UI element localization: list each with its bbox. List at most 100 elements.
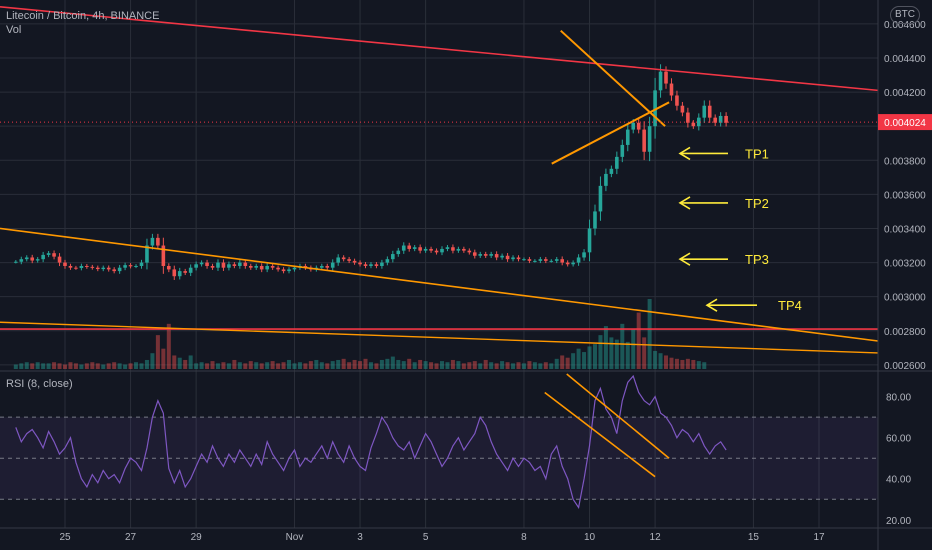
candle-body	[232, 264, 237, 266]
candle-body	[445, 247, 450, 249]
price-tick-label: 0.004400	[884, 54, 926, 65]
volume-bar	[254, 362, 259, 369]
candle-body	[101, 267, 106, 270]
candle-body	[456, 248, 461, 251]
volume-bar	[576, 348, 581, 369]
volume-bar	[13, 364, 18, 369]
candle-body	[724, 115, 728, 123]
candle-body	[407, 245, 412, 249]
volume-bar	[472, 361, 477, 369]
volume-bar	[478, 363, 483, 369]
volume-bar	[456, 361, 461, 369]
volume-bar	[598, 335, 603, 369]
candle-body	[19, 259, 24, 262]
volume-bar	[489, 362, 494, 369]
candle-body	[669, 83, 674, 96]
price-tick-label: 0.003000	[884, 293, 926, 304]
volume-bar	[363, 358, 368, 369]
volume-bar	[199, 362, 204, 369]
candle-body	[707, 105, 712, 118]
candle-body	[467, 250, 472, 253]
volume-bar	[221, 362, 226, 369]
candle-body	[713, 117, 717, 123]
candle-body	[680, 105, 685, 113]
grid	[0, 0, 878, 528]
candle-body	[516, 257, 521, 260]
candle-body	[369, 264, 373, 266]
volume-bar	[297, 362, 302, 369]
tp-arrow-head	[705, 298, 718, 312]
volume-bar	[680, 359, 685, 369]
volume-bar	[95, 363, 100, 369]
candle-body	[462, 248, 466, 251]
volume-bar	[259, 363, 264, 369]
volume-bar	[194, 363, 199, 369]
volume-bar	[243, 363, 248, 369]
volume-bar	[625, 341, 630, 369]
candle-body	[30, 257, 35, 261]
volume-bar	[183, 359, 188, 369]
candle-body	[265, 265, 269, 270]
candle-body	[227, 264, 231, 268]
volume-bar	[571, 353, 576, 369]
volume-bar	[445, 362, 450, 369]
time-tick-label: 10	[584, 532, 596, 543]
volume-bar	[276, 363, 281, 369]
volume-bar	[658, 353, 663, 369]
trend-drawings: TP1 TP2 TP3 TP4	[0, 6, 879, 354]
candle-body	[41, 254, 45, 260]
time-tick-label: 12	[650, 532, 662, 543]
candle-body	[183, 271, 188, 273]
candle-body	[472, 252, 477, 256]
tp-arrow-head	[678, 252, 691, 266]
tp-label: TP2	[745, 196, 769, 211]
candle-body	[615, 156, 619, 169]
candle-body	[194, 264, 198, 268]
candle-body	[145, 245, 149, 263]
volume-bar	[505, 362, 510, 369]
volume-bar	[319, 362, 324, 369]
candle-body	[560, 259, 565, 263]
time-tick-label: Nov	[286, 532, 304, 543]
volume-bar	[226, 363, 231, 369]
tp-label: TP1	[745, 146, 769, 161]
candle-body	[505, 255, 510, 260]
lower-channel-line	[0, 321, 879, 354]
candle-body	[14, 261, 18, 263]
candle-body	[134, 265, 138, 267]
candle-body	[57, 256, 62, 263]
volume-bar	[24, 362, 29, 369]
volume-bar	[117, 363, 122, 369]
price-tick-label: 0.004200	[884, 88, 926, 99]
candle-body	[544, 259, 548, 261]
volume-bar	[368, 362, 373, 369]
candle-body	[106, 267, 111, 270]
candle-body	[642, 129, 646, 152]
candle-body	[565, 262, 570, 265]
volume-bar	[549, 363, 554, 369]
candle-body	[248, 265, 253, 268]
currency-badge[interactable]: BTC	[890, 6, 920, 24]
candle-body	[412, 247, 417, 249]
volume-bar	[325, 363, 330, 369]
volume-bar	[407, 358, 412, 369]
candle-body	[593, 211, 597, 229]
volume-bar	[543, 362, 548, 369]
candle-body	[380, 262, 384, 266]
candle-body	[511, 257, 515, 260]
candle-body	[675, 95, 679, 106]
volume-bars	[13, 299, 707, 369]
candle-body	[199, 262, 204, 265]
volume-bar	[636, 312, 641, 369]
volume-bar	[423, 361, 428, 369]
volume-bar	[101, 364, 106, 369]
candle-body	[478, 254, 483, 256]
time-tick-label: 3	[357, 532, 363, 543]
volume-bar	[674, 358, 679, 369]
volume-bar	[112, 362, 117, 369]
volume-bar	[614, 339, 619, 369]
volume-bar	[358, 361, 363, 369]
candle-body	[401, 245, 406, 251]
